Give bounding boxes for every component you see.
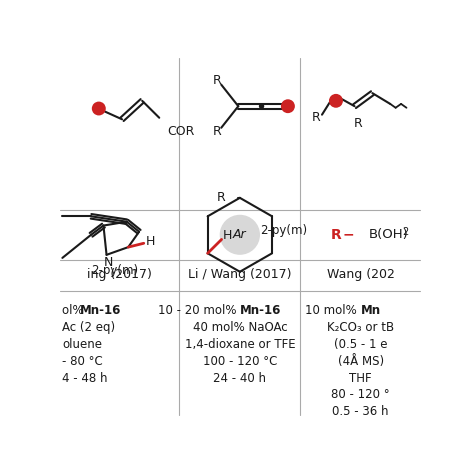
Text: Wang (202: Wang (202 [327, 268, 395, 281]
Text: H: H [223, 229, 233, 242]
Circle shape [259, 103, 264, 109]
Text: Ar: Ar [233, 228, 247, 241]
Circle shape [92, 102, 106, 116]
Ellipse shape [219, 215, 260, 255]
Text: 4 - 48 h: 4 - 48 h [62, 372, 108, 385]
Circle shape [281, 99, 295, 113]
Text: R: R [311, 111, 320, 124]
Text: R: R [354, 117, 363, 130]
Text: 1,4-dioxane or TFE: 1,4-dioxane or TFE [184, 337, 295, 351]
Text: oluene: oluene [62, 337, 102, 351]
Text: −: − [343, 228, 354, 242]
Text: H: H [145, 235, 154, 248]
Text: R: R [213, 74, 222, 88]
Text: 10 - 20 mol%: 10 - 20 mol% [158, 304, 240, 317]
Text: COR: COR [167, 125, 194, 138]
Text: (0.5 - 1 e: (0.5 - 1 e [334, 337, 388, 351]
Text: (4Å MS): (4Å MS) [338, 355, 384, 367]
Text: THF: THF [350, 372, 372, 385]
Text: R: R [217, 191, 226, 205]
Circle shape [329, 94, 343, 108]
Text: ing (2017): ing (2017) [87, 268, 151, 281]
Text: 80 - 120 °: 80 - 120 ° [331, 388, 390, 402]
Text: 10 mol%: 10 mol% [305, 304, 361, 317]
Text: 0.5 - 36 h: 0.5 - 36 h [332, 405, 389, 418]
Text: Ac (2 eq): Ac (2 eq) [62, 321, 116, 334]
Text: K₂CO₃ or tB: K₂CO₃ or tB [327, 321, 395, 334]
Text: R: R [330, 228, 341, 242]
Text: 2-py(m): 2-py(m) [91, 264, 138, 277]
Text: R: R [213, 125, 222, 138]
Text: ol%: ol% [62, 304, 88, 317]
Text: 100 - 120 °C: 100 - 120 °C [203, 355, 277, 367]
Text: B(OH): B(OH) [368, 228, 408, 241]
Text: - 80 °C: - 80 °C [62, 355, 103, 367]
Text: Li / Wang (2017): Li / Wang (2017) [188, 268, 292, 281]
Text: Mn: Mn [361, 304, 381, 317]
Text: 24 - 40 h: 24 - 40 h [213, 372, 266, 385]
Text: N: N [103, 256, 113, 269]
Text: Mn-16: Mn-16 [240, 304, 281, 317]
Text: Mn-16: Mn-16 [80, 304, 121, 317]
Text: 40 mol% NaOAc: 40 mol% NaOAc [192, 321, 287, 334]
Text: 2-py(m): 2-py(m) [260, 224, 307, 237]
Text: 2: 2 [402, 227, 409, 237]
